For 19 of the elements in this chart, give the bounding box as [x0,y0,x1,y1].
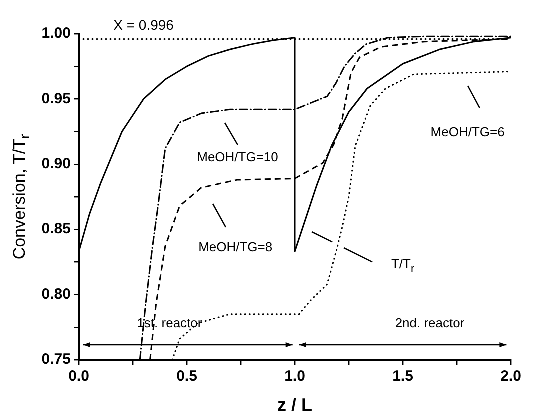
x-tick-label: 2.0 [500,368,522,386]
annotation: T/T$_{r}$ [391,256,415,275]
x-tick-label: 1.5 [392,368,414,386]
x-axis-title: z / L [278,395,312,415]
x-tick-label: 0.0 [68,368,90,386]
ref-line-label: X = 0.996 [114,17,174,34]
annotation: 1st. reactor [137,316,202,331]
y-tick-label: 0.75 [42,351,71,368]
x-tick-label: 0.5 [176,368,198,386]
y-tick-label: 0.85 [42,220,71,238]
annotation: 2nd. reactor [395,316,465,331]
y-tick-label: 0.90 [42,156,71,173]
annotation: MeOH/TG=6 [430,124,505,140]
y-tick-label: 1.00 [42,25,71,42]
y-tick-label: 0.95 [42,90,71,108]
y-tick-label: 0.80 [42,286,71,303]
annotation: MeOH/TG=10 [197,149,278,164]
x-tick-label: 1.0 [284,368,306,386]
annotation: MeOH/TG=8 [198,239,273,254]
